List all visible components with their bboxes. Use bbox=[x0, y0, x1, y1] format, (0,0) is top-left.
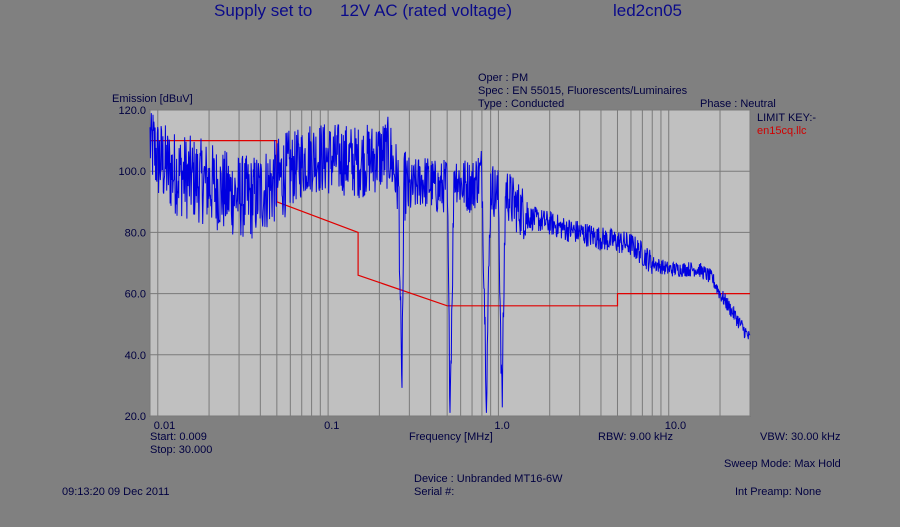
grid bbox=[149, 109, 751, 417]
series-group bbox=[149, 113, 751, 413]
plot-area bbox=[149, 109, 751, 417]
y-tick-label: 80.0 bbox=[125, 227, 146, 239]
y-tick-label: 120.0 bbox=[118, 105, 146, 117]
info-type: Type : Conducted bbox=[478, 98, 565, 110]
footer-device: Device : Unbranded MT16-6W bbox=[414, 473, 563, 485]
x-tick-label: 10.0 bbox=[665, 420, 686, 432]
info-oper: Oper : PM bbox=[478, 72, 529, 84]
footer-rbw: RBW: 9.00 kHz bbox=[598, 431, 673, 443]
x-tick-label: 0.01 bbox=[154, 420, 175, 432]
y-ticks: 120.0 100.0 80.0 60.0 40.0 20.0 bbox=[118, 105, 146, 423]
y-tick-label: 20.0 bbox=[125, 411, 146, 423]
y-tick-label: 100.0 bbox=[118, 166, 146, 178]
footer-vbw: VBW: 30.00 kHz bbox=[760, 431, 841, 443]
x-ticks: 0.01 0.1 1.0 10.0 bbox=[154, 420, 686, 432]
header-file: led2cn05 bbox=[613, 1, 683, 20]
footer-start: Start: 0.009 bbox=[150, 431, 207, 443]
footer-preamp: Int Preamp: None bbox=[735, 486, 822, 498]
x-tick-label: 1.0 bbox=[494, 420, 509, 432]
footer-stop: Stop: 30.000 bbox=[150, 444, 213, 456]
x-axis-label: Frequency [MHz] bbox=[409, 431, 493, 443]
info-phase: Phase : Neutral bbox=[700, 98, 776, 110]
y-axis-label: Emission [dBuV] bbox=[112, 93, 193, 105]
info-spec: Spec : EN 55015, Fluorescents/Luminaires bbox=[478, 85, 688, 97]
y-tick-label: 60.0 bbox=[125, 289, 146, 301]
x-tick-label: 0.1 bbox=[324, 420, 339, 432]
header-supply: Supply set to bbox=[214, 1, 313, 20]
header-voltage: 12V AC (rated voltage) bbox=[340, 1, 512, 20]
footer-sweep: Sweep Mode: Max Hold bbox=[724, 458, 841, 470]
limit-key-label: LIMIT KEY:- bbox=[757, 112, 817, 124]
footer-timestamp: 09:13:20 09 Dec 2011 bbox=[62, 486, 170, 498]
footer-serial: Serial #: bbox=[414, 486, 455, 498]
limit-key-file: en15cq.llc bbox=[757, 125, 807, 137]
y-tick-label: 40.0 bbox=[125, 350, 146, 362]
series-line bbox=[149, 113, 751, 413]
